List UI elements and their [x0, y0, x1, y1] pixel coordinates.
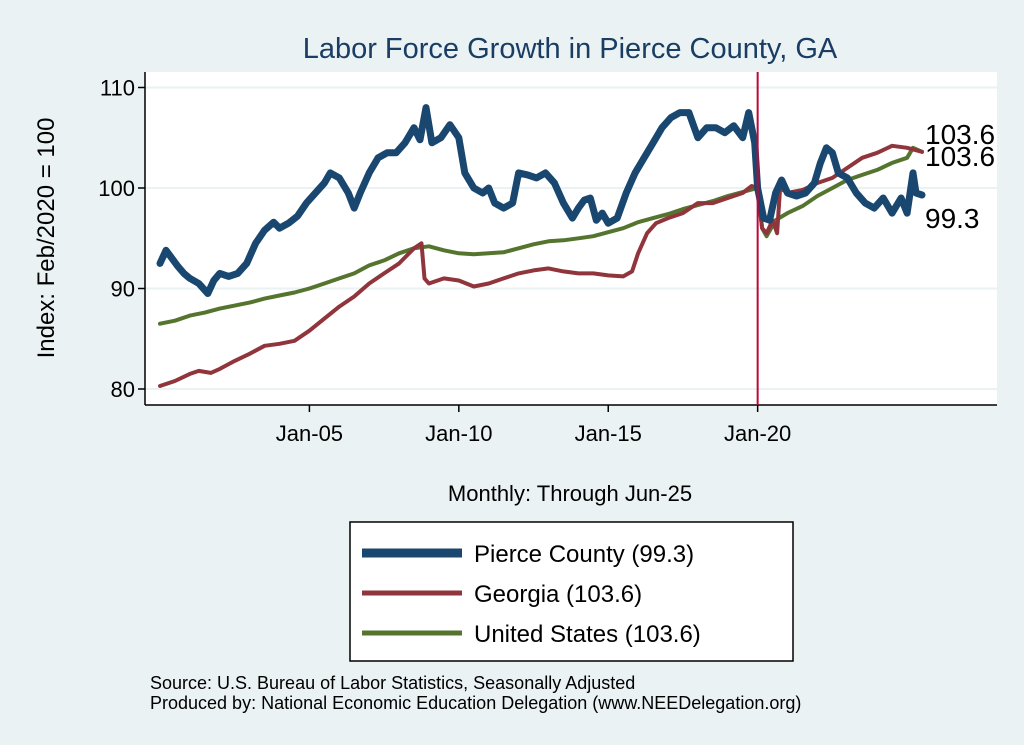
end-label-pierce: 99.3 [925, 203, 980, 234]
end-label-georgia: 103.6 [925, 119, 995, 150]
x-tick-label-1: Jan-10 [425, 421, 492, 446]
x-tick-label-0: Jan-05 [276, 421, 343, 446]
series-line-us [158, 145, 924, 326]
x-tick-label-3: Jan-20 [724, 421, 791, 446]
x-tick-label-2: Jan-15 [575, 421, 642, 446]
x-axis-ticks: Jan-05 Jan-10 Jan-15 Jan-20 [276, 405, 791, 446]
legend-label-us: United States (103.6) [474, 621, 701, 648]
y-axis-label: Index: Feb/2020 = 100 [33, 118, 60, 359]
axes [144, 72, 997, 406]
y-tick-label-0: 80 [111, 377, 135, 402]
x-axis-label: Monthly: Through Jun-25 [448, 481, 692, 506]
legend-label-georgia: Georgia (103.6) [474, 581, 642, 608]
chart-title: Labor Force Growth in Pierce County, GA [303, 33, 838, 65]
series-line-pierce [156, 104, 926, 297]
series-lines [156, 104, 926, 388]
y-axis-ticks: 80 90 100 110 [98, 76, 145, 402]
produced-by-note: Produced by: National Economic Education… [150, 693, 802, 713]
y-tick-label-2: 100 [98, 176, 135, 201]
legend: Pierce County (99.3) Georgia (103.6) Unite… [349, 521, 794, 662]
legend-label-pierce: Pierce County (99.3) [474, 541, 694, 568]
y-tick-label-3: 110 [100, 76, 135, 101]
source-note: Source: U.S. Bureau of Labor Statistics,… [150, 673, 636, 693]
series-line-georgia [158, 143, 924, 388]
end-label-us: 103.6 [925, 141, 995, 172]
y-tick-label-1: 90 [111, 277, 135, 302]
